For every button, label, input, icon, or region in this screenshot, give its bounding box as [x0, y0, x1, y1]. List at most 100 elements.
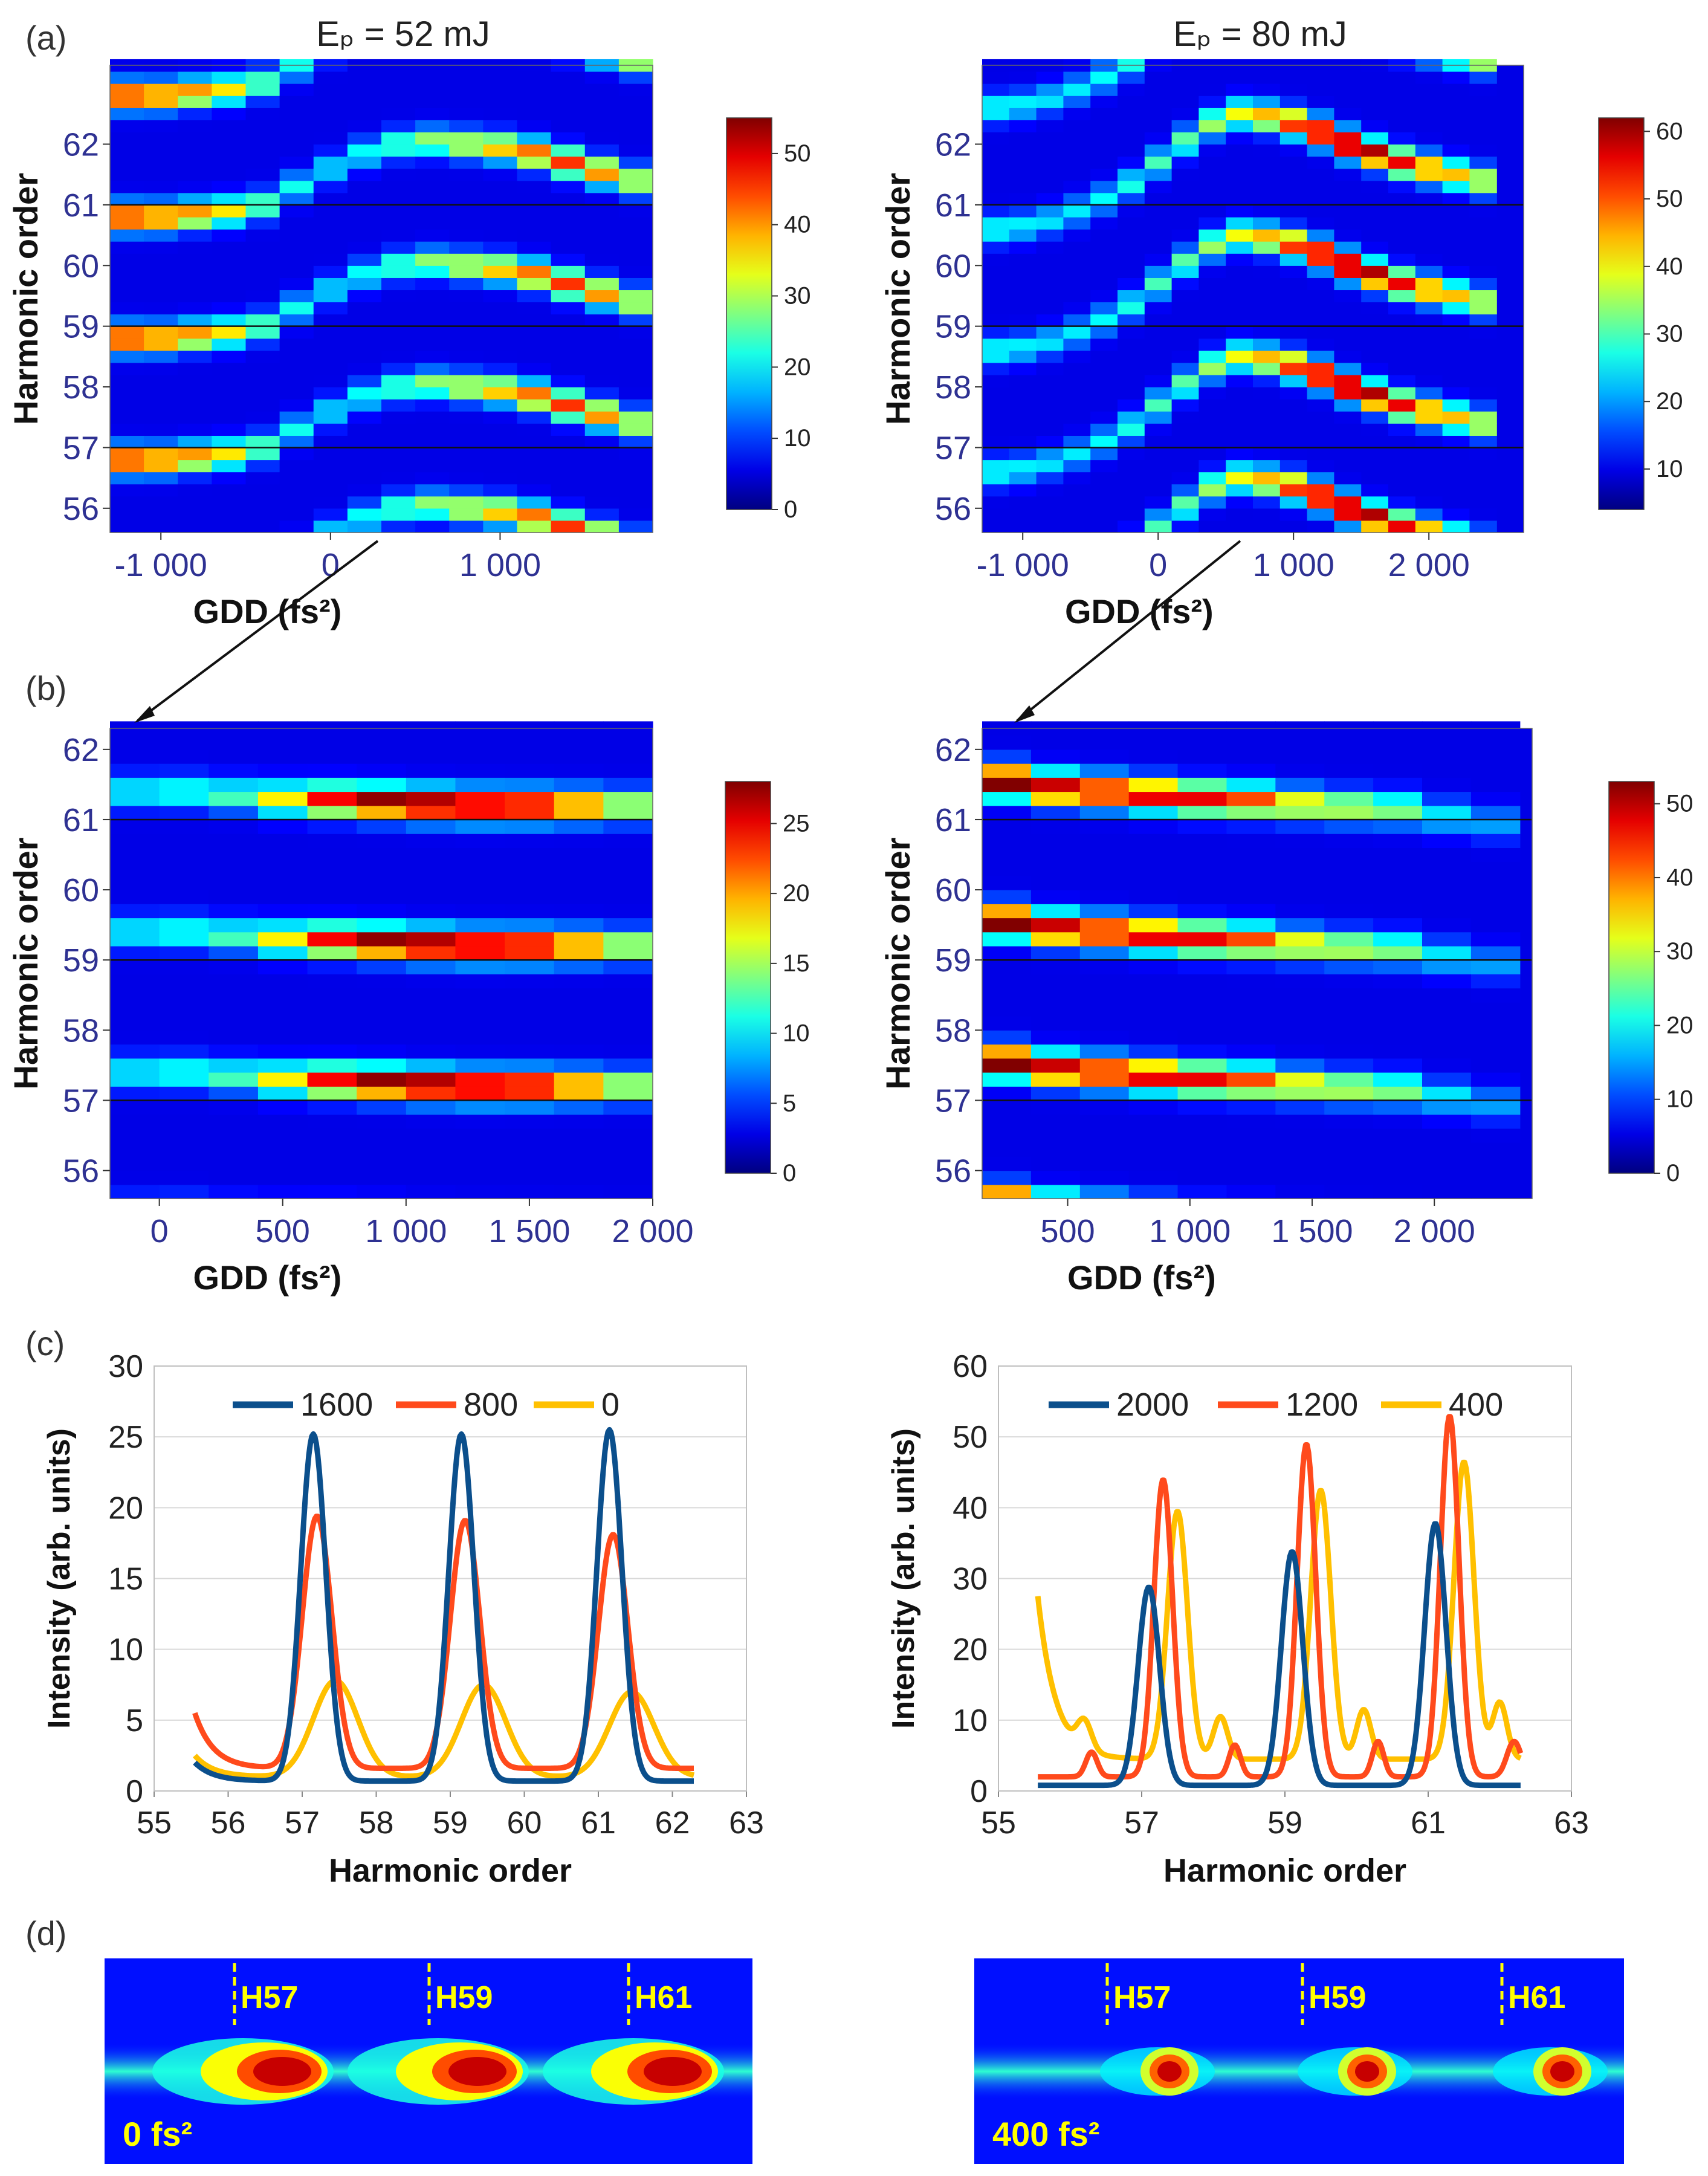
- heatmap-cell: [209, 988, 259, 1003]
- heatmap-cell: [1469, 447, 1497, 461]
- heatmap-cell: [144, 362, 178, 375]
- heatmap-cell: [357, 791, 407, 806]
- heatmap-cell: [982, 350, 1010, 363]
- heatmap-cell: [245, 350, 280, 363]
- heatmap-cell: [1009, 508, 1037, 521]
- heatmap-cell: [584, 253, 619, 266]
- heatmap-cell: [1422, 1002, 1472, 1017]
- heatmap-cell: [313, 423, 348, 436]
- heatmap-cell: [618, 314, 653, 327]
- heatmap-cell: [449, 96, 484, 108]
- heatmap-cell: [1144, 204, 1173, 218]
- heatmap-cell: [1442, 362, 1470, 375]
- colorbar-tick-label: 30: [1666, 938, 1693, 965]
- heatmap-cell: [159, 777, 209, 792]
- heatmap-cell: [982, 411, 1010, 424]
- heatmap-cell: [982, 791, 1032, 806]
- heatmap-cell: [357, 1170, 407, 1185]
- y-tick-label: 58: [935, 369, 971, 406]
- heatmap-cell: [257, 805, 308, 820]
- heatmap-cell: [483, 229, 518, 242]
- heatmap-cell: [449, 447, 484, 461]
- heatmap-cell: [603, 861, 653, 876]
- heatmap-cell: [1279, 192, 1308, 206]
- heatmap-cell: [1275, 1002, 1325, 1017]
- heatmap-cell: [1388, 290, 1416, 303]
- colorbar-tick-label: 20: [783, 880, 810, 907]
- heatmap-cell: [110, 326, 144, 339]
- heatmap-cell: [1275, 861, 1325, 876]
- heatmap-cell: [347, 338, 382, 351]
- heatmap-cell: [1009, 326, 1037, 339]
- heatmap-cell: [1307, 265, 1334, 278]
- heatmap-cell: [1469, 471, 1497, 485]
- heatmap-cell: [618, 302, 653, 315]
- heatmap-cell: [1334, 387, 1362, 400]
- heatmap-cell: [1422, 974, 1472, 989]
- heatmap-cell: [982, 302, 1010, 315]
- heatmap-cell: [313, 484, 348, 497]
- colorbar-tick-label: 0: [783, 1160, 796, 1187]
- heatmap-cell: [1226, 108, 1254, 120]
- heatmap-cell: [313, 520, 348, 533]
- heatmap-cell: [505, 988, 555, 1003]
- heatmap-cell: [618, 435, 653, 448]
- heatmap-cell: [257, 1058, 308, 1073]
- x-tick-label: 1 500: [488, 1213, 570, 1249]
- heatmap-cell: [144, 399, 178, 412]
- heatmap-cell: [313, 387, 348, 400]
- heatmap-cell: [1275, 1170, 1325, 1185]
- heatmap-cell: [603, 1170, 653, 1185]
- heatmap-cell: [1144, 144, 1173, 157]
- heatmap-cell: [1307, 496, 1334, 509]
- heatmap-cell: [554, 1044, 604, 1059]
- heatmap-cell: [483, 484, 518, 497]
- heatmap-cell: [212, 302, 247, 315]
- heatmap-cell: [1373, 1100, 1423, 1115]
- heatmap-cell: [1361, 180, 1389, 193]
- heatmap-cell: [618, 459, 653, 473]
- heatmap-cell: [357, 1128, 407, 1143]
- heatmap-cell: [1036, 411, 1064, 424]
- heatmap-cell: [1079, 791, 1130, 806]
- heatmap-cell: [279, 302, 314, 315]
- harmonic-label-H57: H57: [241, 1980, 298, 2015]
- heatmap-cell: [1090, 156, 1118, 169]
- heatmap-cell: [1177, 1170, 1228, 1185]
- heatmap-cell: [1177, 777, 1228, 792]
- heatmap-cell: [357, 763, 407, 778]
- heatmap-cell: [110, 1016, 160, 1031]
- heatmap-cell: [1415, 241, 1443, 254]
- heatmap-cell: [505, 945, 555, 960]
- heatmap-frame: [109, 728, 653, 1199]
- heatmap-cell: [1063, 374, 1091, 387]
- heatmap-cell: [517, 216, 552, 230]
- heatmap-cell: [1422, 1030, 1472, 1045]
- heatmap-cell: [1226, 447, 1254, 461]
- heatmap-cell: [603, 1016, 653, 1031]
- heatmap-cell: [110, 192, 144, 206]
- heatmap-cell: [307, 777, 357, 792]
- heatmap-cell: [1177, 834, 1228, 849]
- heatmap-cell: [1307, 216, 1334, 230]
- heatmap-cell: [1171, 108, 1199, 120]
- heatmap-cell: [584, 459, 619, 473]
- heatmap-cell: [1279, 496, 1308, 509]
- heatmap-cell: [1118, 229, 1145, 242]
- heatmap-cell: [406, 1128, 456, 1143]
- heatmap-cell: [1334, 520, 1362, 533]
- heatmap-cell: [603, 988, 653, 1003]
- heatmap-cell: [1036, 132, 1064, 145]
- heatmap-cell: [1422, 1086, 1472, 1101]
- heatmap-cell: [1144, 132, 1173, 145]
- heatmap-cell: [1253, 216, 1281, 230]
- heatmap-cell: [1275, 974, 1325, 989]
- heatmap-cell: [505, 749, 555, 764]
- heatmap-cell: [1373, 1128, 1423, 1143]
- heatmap-cell: [455, 1002, 505, 1017]
- heatmap-cell: [1226, 988, 1276, 1003]
- heatmap-cell: [1275, 1086, 1325, 1101]
- heatmap-cell: [1226, 314, 1254, 327]
- heatmap-cell: [1470, 1156, 1521, 1171]
- heatmap-cell: [245, 132, 280, 145]
